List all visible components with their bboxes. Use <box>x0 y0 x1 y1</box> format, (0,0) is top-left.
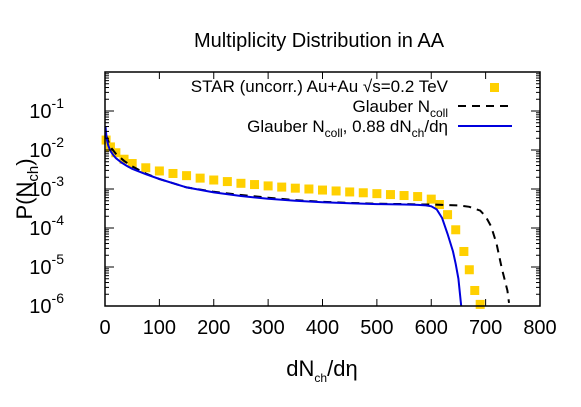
data-point-star <box>209 175 219 185</box>
data-point-star <box>182 171 192 181</box>
legend-entry-glauber-scaled: Glauber Ncoll, 0.88 dNch/dη <box>247 117 512 140</box>
data-point-star <box>250 180 260 190</box>
legend-label-star: STAR (uncorr.) Au+Au √s=0.2 TeV <box>191 77 449 96</box>
data-point-star <box>459 246 469 256</box>
y-tick-label: 10-1 <box>29 95 64 123</box>
data-point-star <box>475 299 485 309</box>
x-tick-label: 300 <box>251 317 284 339</box>
data-point-star <box>236 178 246 188</box>
data-point-star <box>168 168 178 178</box>
data-point-star <box>331 186 341 196</box>
data-point-star <box>222 177 232 187</box>
chart-title: Multiplicity Distribution in AA <box>194 30 445 52</box>
data-point-star <box>290 183 300 193</box>
data-point-star <box>372 189 382 199</box>
data-point-star <box>119 154 129 164</box>
data-point-star <box>451 225 461 235</box>
data-point-star <box>385 190 395 200</box>
x-tick-label: 500 <box>360 317 393 339</box>
y-tick-label: 10-3 <box>29 173 64 201</box>
data-point-star <box>426 194 436 204</box>
y-axis-label: P(Nch) <box>12 158 42 219</box>
x-axis-label: dNch/dη <box>286 356 357 385</box>
data-point-star <box>470 285 480 295</box>
data-point-star <box>345 187 355 197</box>
data-point-star <box>277 182 287 192</box>
x-tick-label: 200 <box>197 317 230 339</box>
data-point-star <box>464 265 474 275</box>
legend-entry-glauber: Glauber Ncoll <box>353 97 512 120</box>
x-axis: 0 100 200 300 400 500 600 700 800 <box>99 72 557 339</box>
y-tick-label: 10-6 <box>29 290 64 318</box>
data-point-star <box>399 191 409 201</box>
data-point-star <box>141 163 151 173</box>
data-point-star <box>263 181 273 191</box>
x-tick-label: 800 <box>523 317 556 339</box>
x-tick-label: 0 <box>99 317 110 339</box>
series-line-glauber-scaled <box>104 126 463 307</box>
x-tick-label: 700 <box>469 317 502 339</box>
data-point-star <box>105 142 115 152</box>
data-point-star <box>154 166 164 176</box>
legend-swatch-star <box>490 83 499 92</box>
plot-area <box>101 126 510 309</box>
legend: STAR (uncorr.) Au+Au √s=0.2 TeV Glauber … <box>191 77 512 140</box>
legend-label-glauber-scaled: Glauber Ncoll, 0.88 dNch/dη <box>247 117 448 140</box>
data-point-star <box>443 210 453 220</box>
data-point-star <box>304 184 314 194</box>
x-tick-label: 400 <box>306 317 339 339</box>
y-tick-label: 10-4 <box>29 212 64 240</box>
legend-label-glauber: Glauber Ncoll <box>353 97 449 120</box>
data-point-star <box>195 173 205 183</box>
data-point-star <box>318 185 327 195</box>
y-tick-label: 10-5 <box>29 251 64 279</box>
series-line-glauber <box>105 134 510 304</box>
y-axis: 10-6 10-5 10-4 10-3 10-2 10-1 <box>29 73 540 318</box>
data-point-star <box>358 188 368 198</box>
x-tick-label: 600 <box>415 317 448 339</box>
legend-entry-star: STAR (uncorr.) Au+Au √s=0.2 TeV <box>191 77 499 96</box>
data-point-star <box>413 192 423 202</box>
x-tick-label: 100 <box>143 317 176 339</box>
y-tick-label: 10-2 <box>29 134 64 162</box>
data-point-star <box>127 159 137 169</box>
